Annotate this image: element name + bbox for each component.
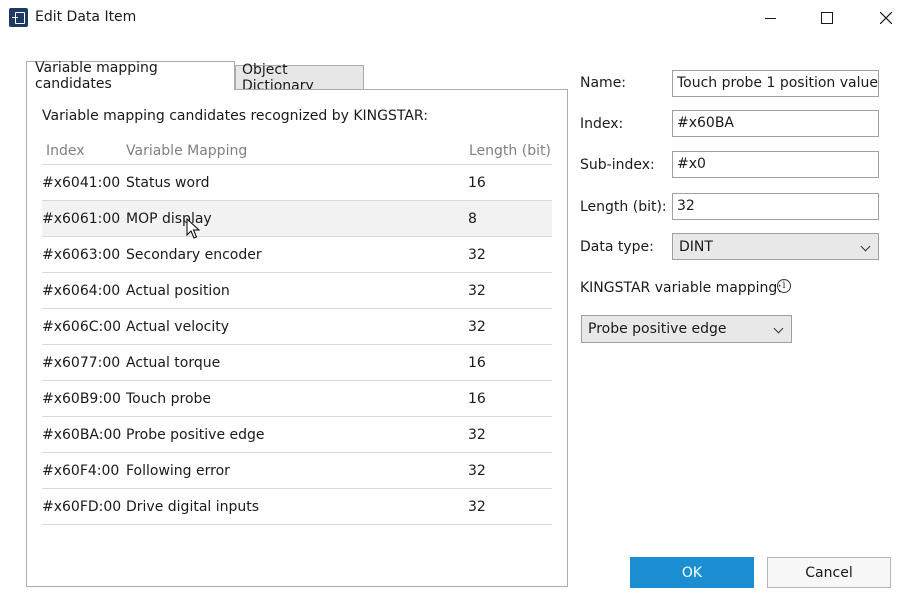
length-field[interactable]: 32 — [672, 193, 879, 220]
row-variable-cell: Touch probe — [126, 391, 212, 407]
table-row[interactable]: #x6041:00 Status word 16 — [42, 165, 552, 201]
info-icon[interactable]: i — [777, 279, 791, 293]
row-length-cell: 8 — [468, 211, 477, 227]
subindex-label: Sub-index: — [580, 157, 655, 173]
candidates-panel: Variable mapping candidates recognized b… — [26, 89, 568, 587]
data-type-value: DINT — [679, 239, 713, 255]
length-label: Length (bit): — [580, 199, 667, 215]
maximize-button[interactable] — [804, 0, 850, 36]
subindex-field[interactable]: #x0 — [672, 151, 879, 178]
index-field[interactable]: #x60BA — [672, 110, 879, 137]
name-label: Name: — [580, 75, 627, 91]
row-length-cell: 32 — [468, 427, 486, 443]
data-type-label: Data type: — [580, 239, 654, 255]
table-row[interactable]: #x606C:00 Actual velocity 32 — [42, 309, 552, 345]
table-row[interactable]: #x60BA:00 Probe positive edge 32 — [42, 417, 552, 453]
row-length-cell: 32 — [468, 283, 486, 299]
row-index-cell: #x6041:00 — [42, 175, 121, 191]
row-variable-cell: Secondary encoder — [126, 247, 262, 263]
row-length-cell: 32 — [468, 499, 486, 515]
mouse-cursor-icon — [186, 218, 200, 239]
row-variable-cell: Probe positive edge — [126, 427, 265, 443]
row-length-cell: 16 — [468, 355, 486, 371]
row-length-cell: 32 — [468, 463, 486, 479]
data-type-select[interactable]: DINT — [672, 233, 879, 260]
table-row[interactable]: #x60B9:00 Touch probe 16 — [42, 381, 552, 417]
row-index-cell: #x60BA:00 — [42, 427, 122, 443]
table-row[interactable]: #x6061:00 MOP display 8 — [42, 201, 552, 237]
row-index-cell: #x6077:00 — [42, 355, 121, 371]
column-header-variable-mapping[interactable]: Variable Mapping — [126, 143, 248, 159]
minimize-icon — [764, 17, 776, 19]
column-header-index[interactable]: Index — [46, 143, 85, 159]
app-icon — [9, 8, 28, 27]
row-variable-cell: Following error — [126, 463, 230, 479]
table-row[interactable]: #x60FD:00 Drive digital inputs 32 — [42, 489, 552, 525]
kingstar-mapping-value: Probe positive edge — [588, 321, 727, 337]
minimize-button[interactable] — [747, 0, 793, 36]
maximize-icon — [821, 12, 833, 24]
header-divider — [42, 164, 552, 165]
row-index-cell: #x60B9:00 — [42, 391, 121, 407]
table-row[interactable]: #x6064:00 Actual position 32 — [42, 273, 552, 309]
row-variable-cell: Drive digital inputs — [126, 499, 260, 515]
row-index-cell: #x6064:00 — [42, 283, 121, 299]
table-row[interactable]: #x6063:00 Secondary encoder 32 — [42, 237, 552, 273]
close-button[interactable] — [863, 0, 909, 36]
row-index-cell: #x6061:00 — [42, 211, 121, 227]
cancel-button[interactable]: Cancel — [767, 557, 891, 588]
row-variable-cell: Actual velocity — [126, 319, 230, 335]
chevron-down-icon — [773, 323, 784, 334]
row-length-cell: 16 — [468, 175, 486, 191]
row-index-cell: #x6063:00 — [42, 247, 121, 263]
chevron-down-icon — [860, 241, 871, 252]
column-header-length[interactable]: Length (bit) — [469, 143, 551, 159]
tab-variable-mapping-candidates[interactable]: Variable mapping candidates — [26, 60, 235, 92]
row-index-cell: #x606C:00 — [42, 319, 122, 335]
row-variable-cell: Actual torque — [126, 355, 221, 371]
title-bar: Edit Data Item — [0, 0, 915, 36]
tab-object-dictionary[interactable]: Object Dictionary — [235, 62, 364, 94]
ok-button[interactable]: OK — [630, 557, 754, 588]
window-title: Edit Data Item — [35, 9, 137, 25]
table-row[interactable]: #x60F4:00 Following error 32 — [42, 453, 552, 489]
kingstar-mapping-select[interactable]: Probe positive edge — [581, 315, 792, 343]
close-icon — [880, 12, 892, 24]
row-variable-cell: Actual position — [126, 283, 230, 299]
index-label: Index: — [580, 116, 624, 132]
table-row[interactable]: #x6077:00 Actual torque 16 — [42, 345, 552, 381]
kingstar-mapping-label: KINGSTAR variable mapping: — [580, 280, 783, 296]
name-field[interactable]: Touch probe 1 position value — [672, 70, 879, 97]
row-length-cell: 32 — [468, 247, 486, 263]
row-length-cell: 16 — [468, 391, 486, 407]
row-index-cell: #x60F4:00 — [42, 463, 120, 479]
panel-heading: Variable mapping candidates recognized b… — [42, 108, 428, 124]
candidates-list: #x6041:00 Status word 16 #x6061:00 MOP displ… — [42, 165, 552, 525]
row-index-cell: #x60FD:00 — [42, 499, 122, 515]
row-variable-cell: Status word — [126, 175, 210, 191]
row-length-cell: 32 — [468, 319, 486, 335]
